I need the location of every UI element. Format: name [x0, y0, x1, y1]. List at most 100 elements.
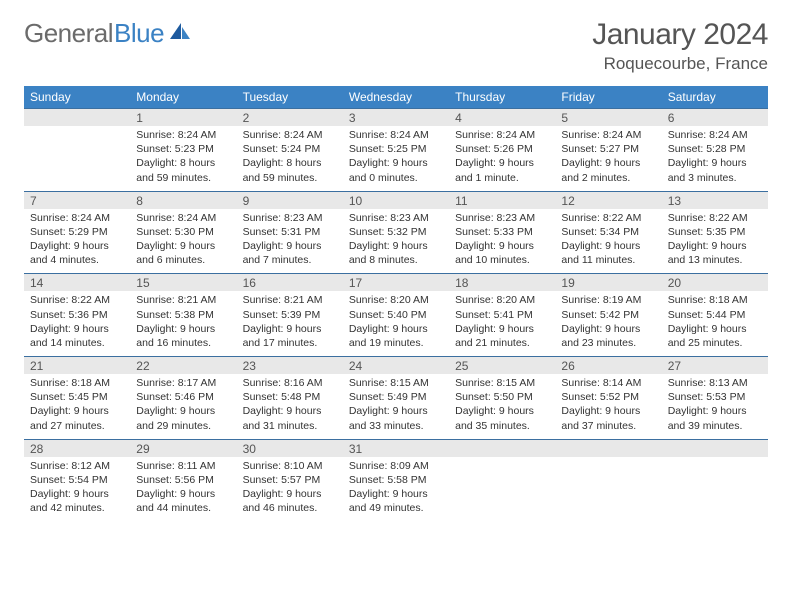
day-number — [662, 439, 768, 457]
day-number-row: 28293031 — [24, 439, 768, 457]
daylight: Daylight: 9 hours and 14 minutes. — [30, 322, 124, 350]
sail-icon — [168, 17, 192, 48]
sunset: Sunset: 5:41 PM — [455, 308, 549, 322]
sunrise: Sunrise: 8:14 AM — [561, 376, 655, 390]
dayname: Sunday — [24, 86, 130, 109]
day-number: 1 — [130, 109, 236, 127]
day-cell — [662, 457, 768, 522]
day-cell — [449, 457, 555, 522]
sunrise: Sunrise: 8:22 AM — [561, 211, 655, 225]
day-number: 18 — [449, 274, 555, 292]
day-number: 17 — [343, 274, 449, 292]
day-number: 31 — [343, 439, 449, 457]
daylight: Daylight: 9 hours and 10 minutes. — [455, 239, 549, 267]
daylight: Daylight: 9 hours and 25 minutes. — [668, 322, 762, 350]
sunset: Sunset: 5:25 PM — [349, 142, 443, 156]
daylight: Daylight: 9 hours and 35 minutes. — [455, 404, 549, 432]
sunset: Sunset: 5:28 PM — [668, 142, 762, 156]
daylight: Daylight: 9 hours and 13 minutes. — [668, 239, 762, 267]
sunset: Sunset: 5:54 PM — [30, 473, 124, 487]
day-cell: Sunrise: 8:22 AMSunset: 5:35 PMDaylight:… — [662, 209, 768, 274]
day-number: 7 — [24, 191, 130, 209]
daylight: Daylight: 9 hours and 2 minutes. — [561, 156, 655, 184]
day-number: 29 — [130, 439, 236, 457]
sunrise: Sunrise: 8:23 AM — [455, 211, 549, 225]
sunset: Sunset: 5:52 PM — [561, 390, 655, 404]
logo: GeneralBlue — [24, 18, 192, 49]
sunrise: Sunrise: 8:20 AM — [349, 293, 443, 307]
day-cell: Sunrise: 8:24 AMSunset: 5:25 PMDaylight:… — [343, 126, 449, 191]
sunrise: Sunrise: 8:21 AM — [136, 293, 230, 307]
sunset: Sunset: 5:35 PM — [668, 225, 762, 239]
day-number: 12 — [555, 191, 661, 209]
day-number: 3 — [343, 109, 449, 127]
day-cell: Sunrise: 8:20 AMSunset: 5:41 PMDaylight:… — [449, 291, 555, 356]
sunset: Sunset: 5:56 PM — [136, 473, 230, 487]
sunrise: Sunrise: 8:19 AM — [561, 293, 655, 307]
day-cell: Sunrise: 8:12 AMSunset: 5:54 PMDaylight:… — [24, 457, 130, 522]
day-number: 30 — [237, 439, 343, 457]
page-header: GeneralBlue January 2024 Roquecourbe, Fr… — [24, 18, 768, 74]
sunrise: Sunrise: 8:15 AM — [349, 376, 443, 390]
day-cell: Sunrise: 8:09 AMSunset: 5:58 PMDaylight:… — [343, 457, 449, 522]
daylight: Daylight: 9 hours and 0 minutes. — [349, 156, 443, 184]
day-cell: Sunrise: 8:24 AMSunset: 5:24 PMDaylight:… — [237, 126, 343, 191]
daylight: Daylight: 9 hours and 7 minutes. — [243, 239, 337, 267]
day-number: 6 — [662, 109, 768, 127]
daylight: Daylight: 9 hours and 17 minutes. — [243, 322, 337, 350]
daylight: Daylight: 9 hours and 11 minutes. — [561, 239, 655, 267]
day-number: 9 — [237, 191, 343, 209]
sunrise: Sunrise: 8:24 AM — [561, 128, 655, 142]
day-number: 24 — [343, 357, 449, 375]
daylight: Daylight: 9 hours and 4 minutes. — [30, 239, 124, 267]
dayname: Thursday — [449, 86, 555, 109]
location: Roquecourbe, France — [592, 54, 768, 74]
day-number-row: 123456 — [24, 109, 768, 127]
day-number — [449, 439, 555, 457]
sunset: Sunset: 5:32 PM — [349, 225, 443, 239]
day-number: 13 — [662, 191, 768, 209]
day-cell: Sunrise: 8:22 AMSunset: 5:36 PMDaylight:… — [24, 291, 130, 356]
daylight: Daylight: 9 hours and 23 minutes. — [561, 322, 655, 350]
daylight: Daylight: 9 hours and 44 minutes. — [136, 487, 230, 515]
sunrise: Sunrise: 8:15 AM — [455, 376, 549, 390]
day-number: 20 — [662, 274, 768, 292]
day-cell: Sunrise: 8:21 AMSunset: 5:39 PMDaylight:… — [237, 291, 343, 356]
sunset: Sunset: 5:49 PM — [349, 390, 443, 404]
day-cell — [24, 126, 130, 191]
day-cell: Sunrise: 8:24 AMSunset: 5:29 PMDaylight:… — [24, 209, 130, 274]
day-cell: Sunrise: 8:18 AMSunset: 5:44 PMDaylight:… — [662, 291, 768, 356]
day-number: 16 — [237, 274, 343, 292]
title-block: January 2024 Roquecourbe, France — [592, 18, 768, 74]
sunrise: Sunrise: 8:24 AM — [136, 128, 230, 142]
sunset: Sunset: 5:29 PM — [30, 225, 124, 239]
sunrise: Sunrise: 8:17 AM — [136, 376, 230, 390]
daylight: Daylight: 9 hours and 27 minutes. — [30, 404, 124, 432]
sunrise: Sunrise: 8:24 AM — [30, 211, 124, 225]
day-number: 15 — [130, 274, 236, 292]
day-number: 2 — [237, 109, 343, 127]
day-cell: Sunrise: 8:24 AMSunset: 5:26 PMDaylight:… — [449, 126, 555, 191]
day-number: 11 — [449, 191, 555, 209]
day-cell: Sunrise: 8:20 AMSunset: 5:40 PMDaylight:… — [343, 291, 449, 356]
sunset: Sunset: 5:26 PM — [455, 142, 549, 156]
day-cell: Sunrise: 8:14 AMSunset: 5:52 PMDaylight:… — [555, 374, 661, 439]
sunset: Sunset: 5:42 PM — [561, 308, 655, 322]
sunrise: Sunrise: 8:18 AM — [30, 376, 124, 390]
sunrise: Sunrise: 8:24 AM — [136, 211, 230, 225]
daylight: Daylight: 8 hours and 59 minutes. — [243, 156, 337, 184]
day-cell: Sunrise: 8:15 AMSunset: 5:49 PMDaylight:… — [343, 374, 449, 439]
sunrise: Sunrise: 8:16 AM — [243, 376, 337, 390]
sunset: Sunset: 5:45 PM — [30, 390, 124, 404]
daylight: Daylight: 9 hours and 49 minutes. — [349, 487, 443, 515]
day-detail-row: Sunrise: 8:18 AMSunset: 5:45 PMDaylight:… — [24, 374, 768, 439]
daylight: Daylight: 9 hours and 37 minutes. — [561, 404, 655, 432]
day-number: 8 — [130, 191, 236, 209]
day-number — [24, 109, 130, 127]
sunrise: Sunrise: 8:18 AM — [668, 293, 762, 307]
sunrise: Sunrise: 8:24 AM — [455, 128, 549, 142]
day-cell: Sunrise: 8:22 AMSunset: 5:34 PMDaylight:… — [555, 209, 661, 274]
month-title: January 2024 — [592, 18, 768, 52]
sunset: Sunset: 5:36 PM — [30, 308, 124, 322]
day-cell: Sunrise: 8:15 AMSunset: 5:50 PMDaylight:… — [449, 374, 555, 439]
